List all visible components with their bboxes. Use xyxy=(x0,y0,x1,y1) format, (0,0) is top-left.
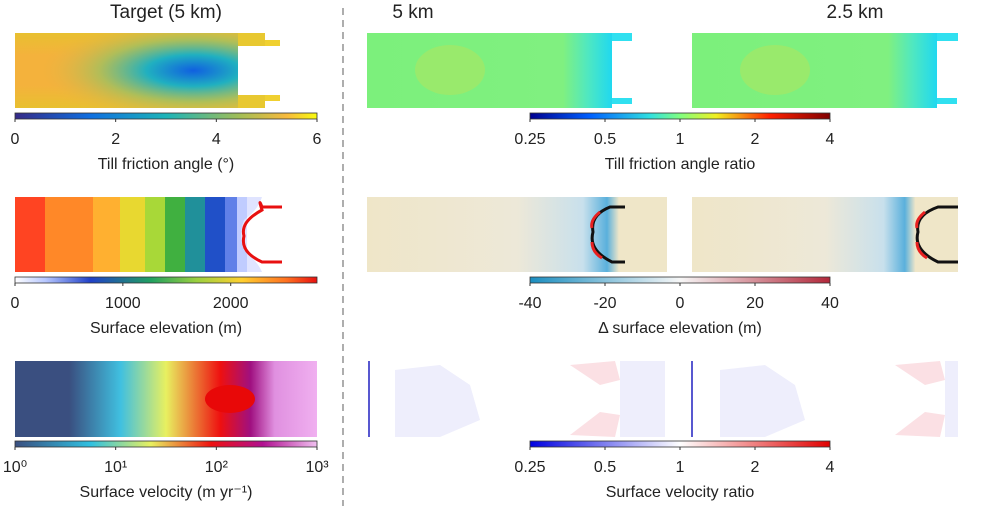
colorbar-label: Δ surface elevation (m) xyxy=(598,320,762,337)
colorbar-tick-label: 20 xyxy=(746,295,764,312)
column-title: 2.5 km xyxy=(826,2,883,23)
colorbar-tick-label: 0.25 xyxy=(514,459,545,476)
colorbar-tick-label: -40 xyxy=(518,295,541,312)
colorbar-label: Surface velocity (m yr⁻¹) xyxy=(80,484,253,501)
colorbar-tick-label: 2000 xyxy=(213,295,249,312)
colorbar-tick-label: 10² xyxy=(205,459,229,476)
elevation-diff-map xyxy=(367,197,958,272)
colorbar-tick-label: 1 xyxy=(676,459,685,476)
colorbar-tick-label: 0 xyxy=(11,295,20,312)
colorbar-tick-label: 1000 xyxy=(105,295,141,312)
till-map xyxy=(15,33,280,108)
colorbar-label: Surface velocity ratio xyxy=(606,484,755,501)
colorbar xyxy=(14,112,318,120)
colorbar-tick-label: 4 xyxy=(826,459,835,476)
colorbar-tick-label: 0.5 xyxy=(594,131,616,148)
colorbar-tick-label: 2 xyxy=(751,131,760,148)
colorbar-label: Till friction angle (°) xyxy=(98,156,235,173)
colorbar xyxy=(529,112,831,120)
colorbar-tick-label: 0.25 xyxy=(514,131,545,148)
colorbar-tick-label: -20 xyxy=(593,295,616,312)
colorbar-tick-label: 40 xyxy=(821,295,839,312)
colorbar-tick-label: 2 xyxy=(751,459,760,476)
colorbar-tick-label: 10⁰ xyxy=(3,459,27,476)
colorbar-tick-label: 10¹ xyxy=(104,459,127,476)
colorbar-tick-label: 1 xyxy=(676,131,685,148)
colorbar-tick-label: 4 xyxy=(212,131,221,148)
colorbar-label: Till friction angle ratio xyxy=(605,156,756,173)
colorbar xyxy=(529,440,831,448)
colorbar xyxy=(14,276,318,284)
column-title: Target (5 km) xyxy=(110,2,222,23)
elevation-map xyxy=(15,197,282,272)
colorbar-tick-label: 0.5 xyxy=(594,459,616,476)
colorbar-tick-label: 0 xyxy=(11,131,20,148)
velocity-ratio-map xyxy=(368,361,958,437)
colorbar-tick-label: 4 xyxy=(826,131,835,148)
till-ratio-map xyxy=(367,33,958,108)
colorbar xyxy=(529,276,831,284)
colorbar-tick-label: 6 xyxy=(313,131,322,148)
velocity-map xyxy=(15,361,317,437)
colorbar-tick-label: 0 xyxy=(676,295,685,312)
colorbar-label: Surface elevation (m) xyxy=(90,320,242,337)
column-title: 5 km xyxy=(392,2,433,23)
colorbar-tick-label: 10³ xyxy=(305,459,329,476)
colorbar-tick-label: 2 xyxy=(111,131,120,148)
colorbar xyxy=(14,440,318,448)
